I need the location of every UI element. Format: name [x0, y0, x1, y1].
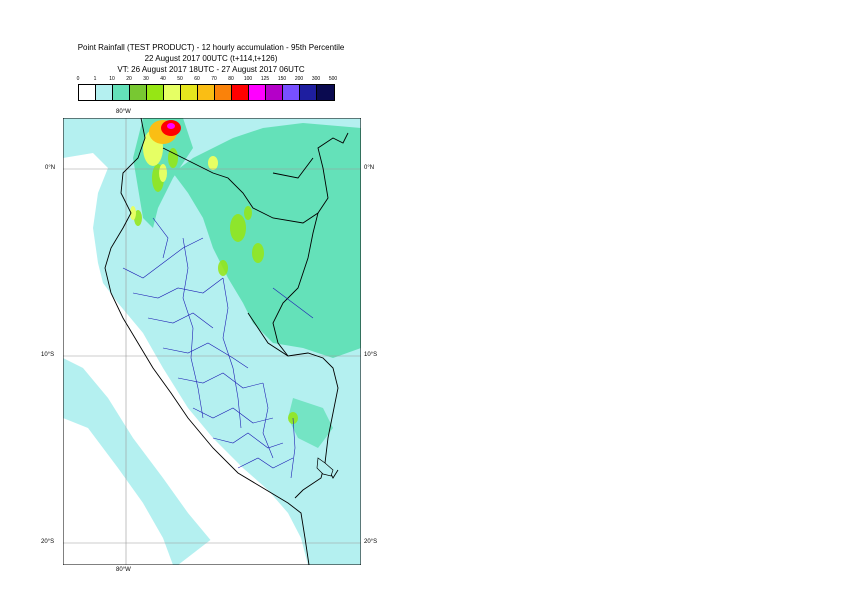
legend-tick-label: 80 — [228, 76, 234, 82]
lat-label-0-right: 0°N — [364, 165, 375, 171]
lat-label-10-right: 10°S — [364, 352, 378, 358]
lake-titicaca — [316, 457, 334, 477]
legend-swatch — [215, 85, 232, 100]
legend-swatch — [147, 85, 164, 100]
legend-swatch — [164, 85, 181, 100]
legend-color-bar — [78, 84, 335, 101]
title-line-2: 22 August 2017 00UTC (t+114,t+126) — [144, 54, 278, 63]
legend-tick-label: 125 — [260, 76, 270, 82]
legend-swatch — [96, 85, 113, 100]
title-line-3: VT: 26 August 2017 18UTC - 27 August 201… — [117, 65, 305, 74]
lon-label-top: 80°W — [116, 109, 131, 115]
lat-label-0-left: 0°N — [45, 165, 56, 171]
legend-tick-label: 200 — [294, 76, 304, 82]
legend-swatch — [249, 85, 266, 100]
lat-label-20-left: 20°S — [41, 539, 55, 545]
map-canvas — [62, 117, 362, 566]
legend-tick-label: 30 — [143, 76, 149, 82]
color-legend: 0 1 10 20 30 40 50 60 70 80 100 125 150 200 300 500 — [76, 76, 348, 101]
lat-label-20-right: 20°S — [364, 539, 378, 545]
legend-tick-label: 100 — [243, 76, 253, 82]
legend-tick-label: 500 — [328, 76, 338, 82]
graticule — [63, 118, 361, 565]
legend-tick-label: 10 — [109, 76, 115, 82]
legend-labels: 0 1 10 20 30 40 50 60 70 80 100 125 150 200 300 500 — [76, 76, 348, 84]
lat-label-10-left: 10°S — [41, 352, 55, 358]
department-borders — [122, 217, 314, 479]
legend-tick-label: 70 — [211, 76, 217, 82]
legend-swatch — [300, 85, 317, 100]
legend-swatch — [317, 85, 334, 100]
title-line-1: Point Rainfall (TEST PRODUCT) - 12 hourl… — [77, 43, 345, 52]
legend-tick-label: 60 — [194, 76, 200, 82]
legend-swatch — [198, 85, 215, 100]
legend-tick-label: 0 — [76, 76, 80, 82]
rain-area-10-20mm — [173, 123, 361, 358]
legend-swatch — [283, 85, 300, 100]
legend-tick-label: 20 — [126, 76, 132, 82]
ocean-clear-band — [63, 418, 173, 565]
rain-area-10-20mm-south — [288, 398, 333, 448]
legend-swatch — [130, 85, 147, 100]
rain-area-20-40mm — [134, 148, 298, 424]
rain-area-100-125mm — [167, 123, 175, 129]
legend-swatch — [232, 85, 249, 100]
lon-label-bottom: 80°W — [116, 567, 131, 573]
legend-swatch — [79, 85, 96, 100]
legend-tick-label: 1 — [93, 76, 97, 82]
legend-swatch — [266, 85, 283, 100]
legend-swatch — [181, 85, 198, 100]
legend-swatch — [113, 85, 130, 100]
ocean-clear-south — [178, 538, 233, 565]
legend-tick-label: 300 — [311, 76, 321, 82]
legend-tick-label: 40 — [160, 76, 166, 82]
legend-tick-label: 150 — [277, 76, 287, 82]
rainfall-map: 80°W 80°W 0°N 0°N 10°S 10°S 20°S 20°S — [41, 109, 377, 573]
legend-tick-label: 50 — [177, 76, 183, 82]
